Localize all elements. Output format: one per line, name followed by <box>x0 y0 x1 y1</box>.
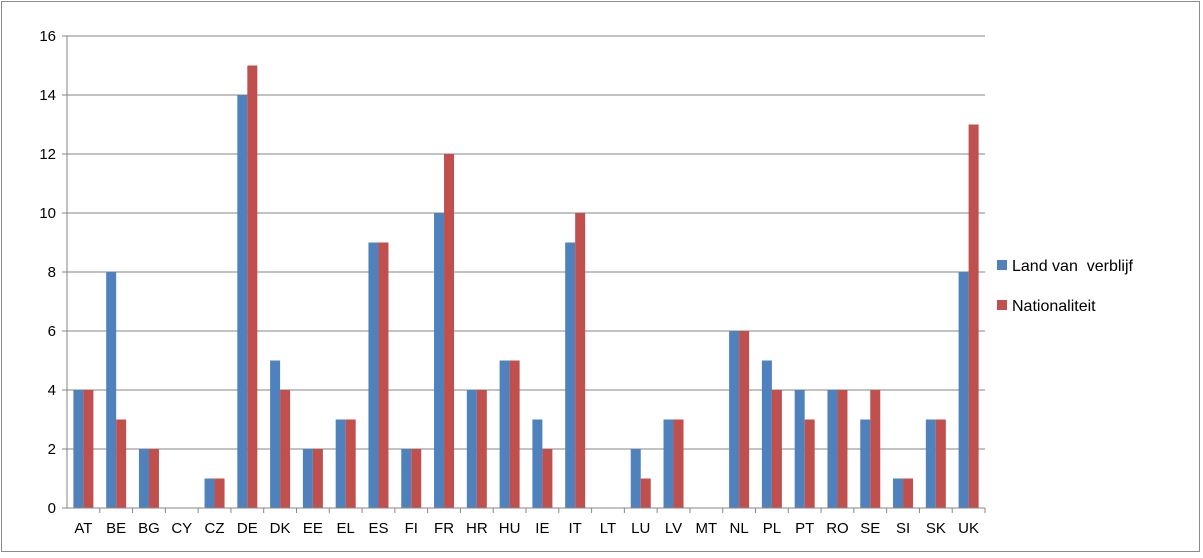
bar-si-series-1 <box>893 478 904 508</box>
bar-ie-series-2 <box>542 449 553 508</box>
x-tick-label: PT <box>795 520 814 537</box>
bar-uk-series-2 <box>968 124 979 508</box>
y-tick-label: 16 <box>39 28 56 45</box>
legend: Land van verblijf Nationaliteit <box>997 258 1134 315</box>
bar-fr-series-1 <box>434 213 445 508</box>
bar-ee-series-2 <box>312 449 323 508</box>
x-tick-label: SK <box>926 520 946 537</box>
bar-at-series-1 <box>73 390 84 508</box>
bar-dk-series-1 <box>270 360 281 508</box>
bar-ie-series-1 <box>532 419 543 508</box>
y-tick-label: 4 <box>48 382 56 399</box>
x-tick-label: ES <box>368 520 388 537</box>
bar-pl-series-2 <box>771 390 782 508</box>
y-tick-label: 10 <box>39 205 56 222</box>
x-tick-label: DE <box>237 520 258 537</box>
axes: 0 2 4 6 8 10 12 14 16 AT BE BG CY CZ DE DK EE EL ES FI FR HR H… <box>39 28 986 537</box>
bar-lv-series-1 <box>663 419 674 508</box>
x-tick-label: IT <box>569 520 582 537</box>
bar-si-series-2 <box>903 478 914 508</box>
bar-pt-series-1 <box>794 390 805 508</box>
bar-bg-series-1 <box>138 449 149 508</box>
bar-cz-series-1 <box>204 478 215 508</box>
bar-lu-series-2 <box>640 478 651 508</box>
bar-dk-series-2 <box>280 390 291 508</box>
x-tick-label: MT <box>695 520 717 537</box>
bar-es-series-1 <box>368 242 379 508</box>
bar-ee-series-1 <box>302 449 313 508</box>
bar-fi-series-1 <box>401 449 412 508</box>
bar-se-series-2 <box>870 390 881 508</box>
y-tick-label: 8 <box>48 264 56 281</box>
y-tick-label: 2 <box>48 441 56 458</box>
bar-hr-series-2 <box>476 390 487 508</box>
bar-es-series-2 <box>378 242 389 508</box>
bar-cz-series-2 <box>214 478 225 508</box>
x-tick-label: PL <box>763 520 781 537</box>
bar-de-series-2 <box>247 65 258 508</box>
x-tick-label: AT <box>74 520 92 537</box>
x-tick-label: FI <box>405 520 418 537</box>
y-tick-label: 0 <box>48 500 56 517</box>
bar-lv-series-2 <box>673 419 684 508</box>
bar-pt-series-2 <box>804 419 815 508</box>
bar-it-series-2 <box>575 213 586 508</box>
y-tick-label: 6 <box>48 323 56 340</box>
x-tick-label: FR <box>434 520 454 537</box>
x-tick-label: SE <box>860 520 880 537</box>
x-tick-label: LU <box>631 520 650 537</box>
bar-el-series-2 <box>345 419 356 508</box>
bar-hu-series-1 <box>499 360 510 508</box>
x-tick-label: DK <box>270 520 291 537</box>
y-tick-label: 12 <box>39 146 56 163</box>
legend-label-series-2: Nationaliteit <box>1012 298 1096 315</box>
x-tick-label: LT <box>600 520 616 537</box>
legend-swatch-series-2 <box>997 300 1007 310</box>
bar-el-series-1 <box>335 419 346 508</box>
bar-uk-series-1 <box>958 272 969 508</box>
bar-ro-series-1 <box>827 390 838 508</box>
bar-hr-series-1 <box>466 390 477 508</box>
bar-lu-series-1 <box>630 449 641 508</box>
y-tick-label: 14 <box>39 87 56 104</box>
gridlines <box>67 35 985 450</box>
bar-de-series-1 <box>237 95 248 508</box>
bar-it-series-1 <box>565 242 576 508</box>
bar-bg-series-2 <box>148 449 159 508</box>
legend-label-series-1: Land van verblijf <box>1012 258 1134 275</box>
x-tick-label: HR <box>466 520 488 537</box>
legend-swatch-series-1 <box>997 260 1007 270</box>
bar-be-series-1 <box>106 272 117 508</box>
bar-at-series-2 <box>83 390 94 508</box>
bar-nl-series-2 <box>739 331 750 508</box>
x-tick-label: EE <box>303 520 323 537</box>
bar-sk-series-2 <box>935 419 946 508</box>
bars <box>73 65 979 508</box>
x-tick-label: LV <box>665 520 682 537</box>
bar-fr-series-2 <box>444 154 455 508</box>
bar-fi-series-2 <box>411 449 422 508</box>
x-tick-label: RO <box>826 520 849 537</box>
x-tick-label: BG <box>138 520 160 537</box>
x-tick-label: NL <box>730 520 749 537</box>
x-tick-label: UK <box>958 520 979 537</box>
x-tick-label: IE <box>535 520 549 537</box>
bar-sk-series-1 <box>925 419 936 508</box>
x-tick-label: EL <box>336 520 354 537</box>
bar-se-series-1 <box>860 419 871 508</box>
bar-nl-series-1 <box>729 331 740 508</box>
x-tick-label: CZ <box>205 520 225 537</box>
bar-hu-series-2 <box>509 360 520 508</box>
x-tick-label: HU <box>499 520 521 537</box>
x-tick-label: BE <box>106 520 126 537</box>
x-tick-label: CY <box>171 520 192 537</box>
bar-ro-series-2 <box>837 390 848 508</box>
x-tick-label: SI <box>896 520 910 537</box>
bar-pl-series-1 <box>761 360 772 508</box>
bar-be-series-2 <box>116 419 127 508</box>
